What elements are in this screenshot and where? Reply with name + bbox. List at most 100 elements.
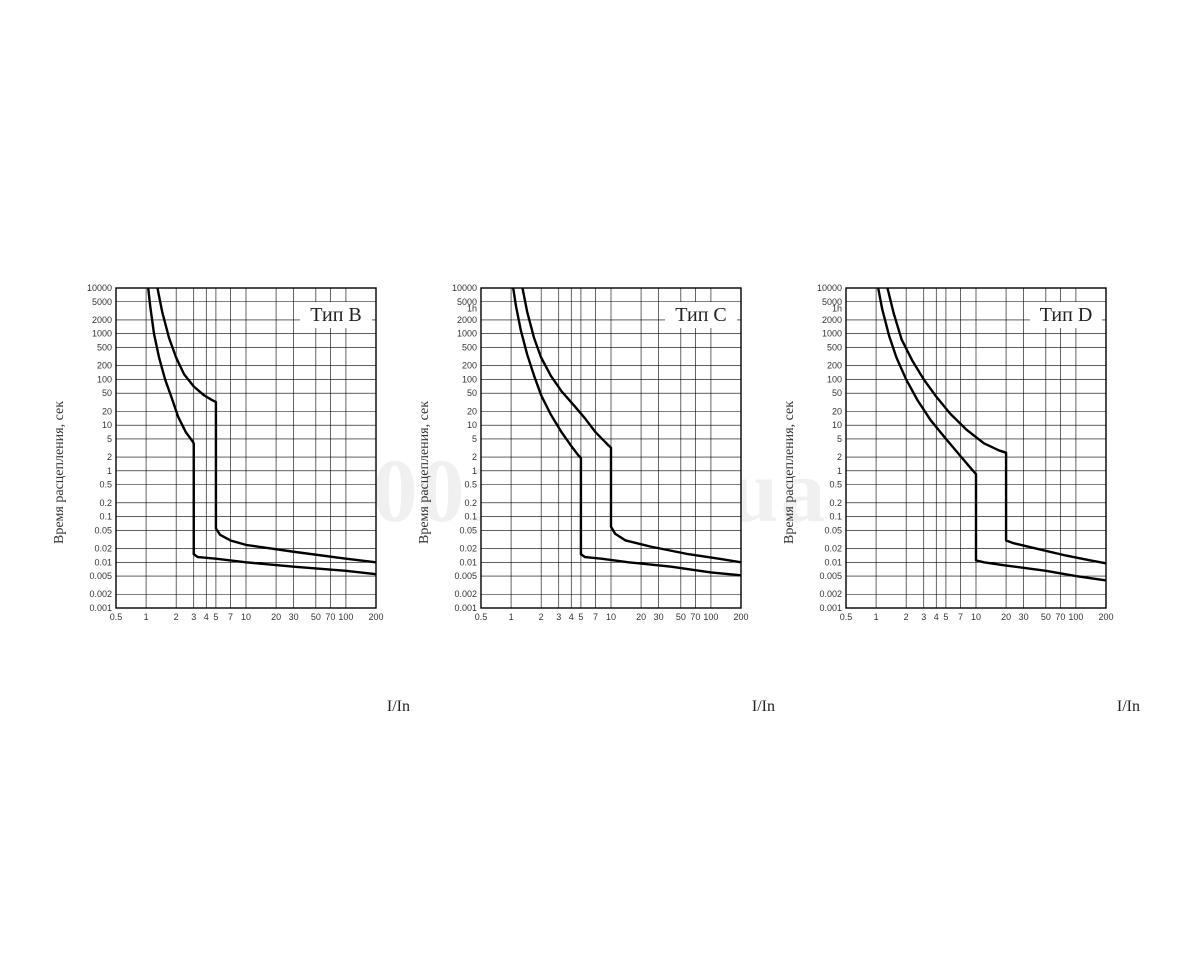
svg-text:50: 50: [832, 388, 842, 398]
svg-text:100: 100: [703, 612, 718, 622]
svg-text:0.005: 0.005: [89, 571, 112, 581]
svg-text:5000: 5000: [92, 297, 112, 307]
svg-text:100: 100: [338, 612, 353, 622]
svg-text:50: 50: [1041, 612, 1051, 622]
svg-text:4: 4: [934, 612, 939, 622]
chart-panels: Время расцепления, секI/In0.512345710203…: [70, 280, 1140, 680]
svg-text:0.005: 0.005: [454, 571, 477, 581]
svg-text:0.01: 0.01: [94, 557, 112, 567]
svg-text:10000: 10000: [87, 283, 112, 293]
svg-text:10: 10: [971, 612, 981, 622]
svg-text:30: 30: [1019, 612, 1029, 622]
svg-text:200: 200: [368, 612, 383, 622]
svg-text:5: 5: [213, 612, 218, 622]
svg-text:2: 2: [472, 452, 477, 462]
panel-title: Тип B: [310, 304, 361, 326]
svg-text:200: 200: [733, 612, 748, 622]
svg-text:0.001: 0.001: [454, 603, 477, 613]
svg-text:3: 3: [191, 612, 196, 622]
svg-text:10: 10: [606, 612, 616, 622]
svg-text:7: 7: [958, 612, 963, 622]
svg-text:0.5: 0.5: [829, 480, 842, 490]
svg-text:4: 4: [204, 612, 209, 622]
chart-svg: 0.512345710203050701002000.0010.0020.005…: [435, 280, 749, 638]
svg-text:5: 5: [837, 434, 842, 444]
svg-text:1000: 1000: [457, 329, 477, 339]
svg-text:0.02: 0.02: [459, 544, 477, 554]
svg-text:10: 10: [241, 612, 251, 622]
svg-text:0.001: 0.001: [89, 603, 112, 613]
svg-text:0.1: 0.1: [464, 512, 477, 522]
y-axis-label: Время расцепления, сек: [417, 401, 433, 544]
svg-text:0.5: 0.5: [99, 480, 112, 490]
svg-text:20: 20: [102, 406, 112, 416]
svg-text:0.5: 0.5: [840, 612, 853, 622]
svg-text:10000: 10000: [817, 283, 842, 293]
svg-text:70: 70: [325, 612, 335, 622]
svg-text:0.002: 0.002: [819, 589, 842, 599]
svg-text:1: 1: [144, 612, 149, 622]
svg-text:30: 30: [654, 612, 664, 622]
x-axis-label: I/In: [387, 698, 410, 716]
svg-text:30: 30: [289, 612, 299, 622]
svg-text:0.5: 0.5: [110, 612, 123, 622]
svg-text:0.002: 0.002: [89, 589, 112, 599]
svg-text:0.01: 0.01: [824, 557, 842, 567]
svg-text:20: 20: [832, 406, 842, 416]
svg-text:500: 500: [827, 342, 842, 352]
y-axis-label: Время расцепления, сек: [782, 401, 798, 544]
svg-text:20: 20: [467, 406, 477, 416]
svg-text:20: 20: [1001, 612, 1011, 622]
svg-text:5: 5: [578, 612, 583, 622]
svg-text:50: 50: [676, 612, 686, 622]
svg-text:0.5: 0.5: [464, 480, 477, 490]
svg-text:500: 500: [462, 342, 477, 352]
y-axis-label: Время расцепления, сек: [52, 401, 68, 544]
svg-text:0.05: 0.05: [459, 525, 477, 535]
x-axis-label: I/In: [752, 698, 775, 716]
svg-text:0.2: 0.2: [464, 498, 477, 508]
svg-text:0.1: 0.1: [829, 512, 842, 522]
svg-text:2000: 2000: [92, 315, 112, 325]
svg-text:1: 1: [107, 466, 112, 476]
svg-text:100: 100: [1068, 612, 1083, 622]
svg-text:7: 7: [593, 612, 598, 622]
svg-text:20: 20: [271, 612, 281, 622]
chart-panel-0: Время расцепления, секI/In0.512345710203…: [70, 280, 410, 680]
svg-text:0.001: 0.001: [819, 603, 842, 613]
svg-text:1: 1: [509, 612, 514, 622]
svg-text:1: 1: [874, 612, 879, 622]
svg-text:2: 2: [837, 452, 842, 462]
svg-text:10: 10: [102, 420, 112, 430]
svg-text:2000: 2000: [822, 315, 842, 325]
svg-text:10: 10: [467, 420, 477, 430]
svg-text:70: 70: [1055, 612, 1065, 622]
chart-panel-1: Время расцепления, секI/In0.512345710203…: [435, 280, 775, 680]
svg-text:5: 5: [943, 612, 948, 622]
svg-text:3: 3: [556, 612, 561, 622]
svg-text:4: 4: [569, 612, 574, 622]
svg-text:50: 50: [102, 388, 112, 398]
svg-text:5: 5: [107, 434, 112, 444]
x-axis-label: I/In: [1117, 698, 1140, 716]
panel-title: Тип C: [675, 304, 726, 326]
svg-text:0.2: 0.2: [99, 498, 112, 508]
svg-text:1: 1: [472, 466, 477, 476]
svg-text:200: 200: [827, 361, 842, 371]
svg-text:0.01: 0.01: [459, 557, 477, 567]
svg-text:2: 2: [174, 612, 179, 622]
svg-text:0.05: 0.05: [824, 525, 842, 535]
svg-text:3: 3: [921, 612, 926, 622]
panel-title: Тип D: [1040, 304, 1093, 326]
svg-text:0.2: 0.2: [829, 498, 842, 508]
chart-svg: 0.512345710203050701002000.0010.0020.005…: [70, 280, 384, 638]
svg-text:0.5: 0.5: [475, 612, 488, 622]
svg-text:100: 100: [462, 374, 477, 384]
svg-text:0.02: 0.02: [824, 544, 842, 554]
chart-panel-2: Время расцепления, секI/In0.512345710203…: [800, 280, 1140, 680]
svg-text:100: 100: [827, 374, 842, 384]
svg-text:20: 20: [636, 612, 646, 622]
svg-text:200: 200: [1098, 612, 1113, 622]
svg-text:70: 70: [690, 612, 700, 622]
svg-text:1000: 1000: [822, 329, 842, 339]
